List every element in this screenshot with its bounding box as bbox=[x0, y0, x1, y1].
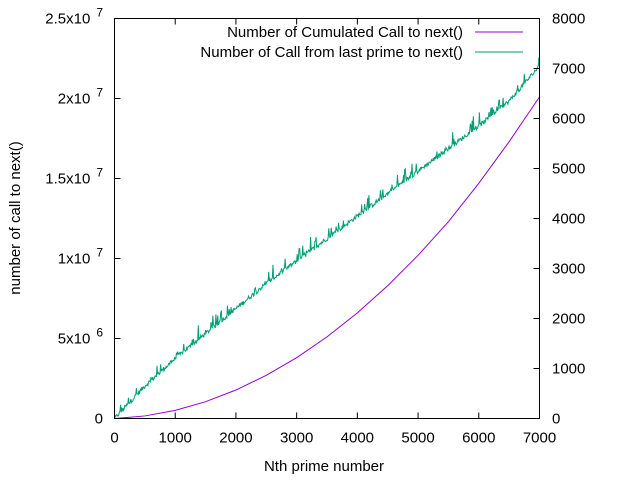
y-tick-mantissa: 2x10 bbox=[58, 91, 91, 108]
y2-tick-label: 5000 bbox=[552, 161, 585, 178]
y-tick-mantissa: 1.5x10 bbox=[45, 171, 90, 188]
y2-tick-label: 1000 bbox=[552, 361, 585, 378]
y2-tick-label: 8000 bbox=[552, 11, 585, 28]
y-tick-exponent: 7 bbox=[96, 246, 103, 260]
x-tick-label: 4000 bbox=[341, 430, 374, 447]
plot-frame bbox=[114, 18, 540, 419]
y-tick-label: 1x10 7 bbox=[58, 246, 104, 268]
y-tick-mantissa: 5x10 bbox=[58, 331, 91, 348]
x-axis-label: Nth prime number bbox=[264, 458, 384, 475]
y-tick-label: 1.5x10 7 bbox=[45, 166, 103, 188]
y2-tick-label: 4000 bbox=[552, 211, 585, 228]
series-layer bbox=[114, 57, 540, 419]
y2-tick-label: 3000 bbox=[552, 261, 585, 278]
y2-tick-label: 7000 bbox=[552, 61, 585, 78]
x-tick-label: 2000 bbox=[219, 430, 252, 447]
series-line-from-last-prime bbox=[114, 57, 540, 419]
y2-tick-label: 0 bbox=[552, 411, 560, 428]
x-tick-label: 5000 bbox=[401, 430, 434, 447]
y-tick-exponent: 7 bbox=[96, 166, 103, 180]
y-tick-mantissa: 2.5x10 bbox=[45, 11, 90, 28]
y-tick-label: 5x10 6 bbox=[58, 326, 104, 348]
y-tick-exponent: 7 bbox=[96, 86, 103, 100]
y-tick-label: 2x10 7 bbox=[58, 86, 104, 108]
y2-tick-label: 6000 bbox=[552, 111, 585, 128]
y-tick-mantissa: 0 bbox=[95, 411, 103, 428]
x-tick-label: 7000 bbox=[523, 430, 556, 447]
series-line-cumulated bbox=[114, 96, 540, 419]
x-tick-label: 3000 bbox=[280, 430, 313, 447]
y-tick-mantissa: 1x10 bbox=[58, 251, 91, 268]
legend: Number of Cumulated Call to next() Numbe… bbox=[200, 24, 523, 61]
x-axis: 0 1000 2000 3000 4000 5000 6000 7000 bbox=[110, 18, 556, 447]
y-tick-exponent: 7 bbox=[96, 6, 103, 20]
x-tick-label: 0 bbox=[110, 430, 118, 447]
x-tick-label: 6000 bbox=[462, 430, 495, 447]
y-tick-label: 2.5x10 7 bbox=[45, 6, 103, 28]
y-tick-label: 0 bbox=[95, 411, 103, 428]
legend-label-cumulated: Number of Cumulated Call to next() bbox=[227, 24, 463, 41]
y-axis-left: 0 5x10 6 1x10 7 1.5x10 7 2x10 7 2.5x10 7 bbox=[45, 6, 121, 428]
x-tick-label: 1000 bbox=[159, 430, 192, 447]
y2-tick-label: 2000 bbox=[552, 311, 585, 328]
y-axis-label: number of call to next() bbox=[7, 141, 24, 294]
y-tick-exponent: 6 bbox=[96, 326, 103, 340]
legend-label-from-last-prime: Number of Call from last prime to next() bbox=[200, 44, 463, 61]
y-axis-right: 0 1000 2000 3000 4000 5000 6000 7000 8000 bbox=[533, 11, 585, 428]
